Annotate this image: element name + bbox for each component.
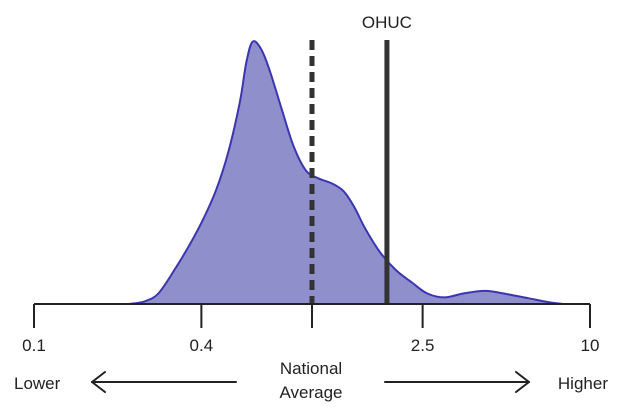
higher-label: Higher (558, 374, 608, 393)
x-axis-ticks: 0.1 0.4 2.5 10 (22, 304, 599, 355)
lower-label: Lower (14, 374, 61, 393)
left-arrow-icon (91, 371, 237, 393)
density-area (129, 40, 564, 305)
ohuc-label: OHUC (362, 13, 412, 32)
right-arrow-icon (384, 371, 530, 393)
x-tick-label: 2.5 (411, 336, 435, 355)
x-tick-label: 0.1 (22, 336, 46, 355)
average-label: Average (279, 383, 342, 402)
x-tick-label: 10 (581, 336, 600, 355)
national-label: National (280, 359, 342, 378)
x-tick-label: 0.4 (190, 336, 214, 355)
